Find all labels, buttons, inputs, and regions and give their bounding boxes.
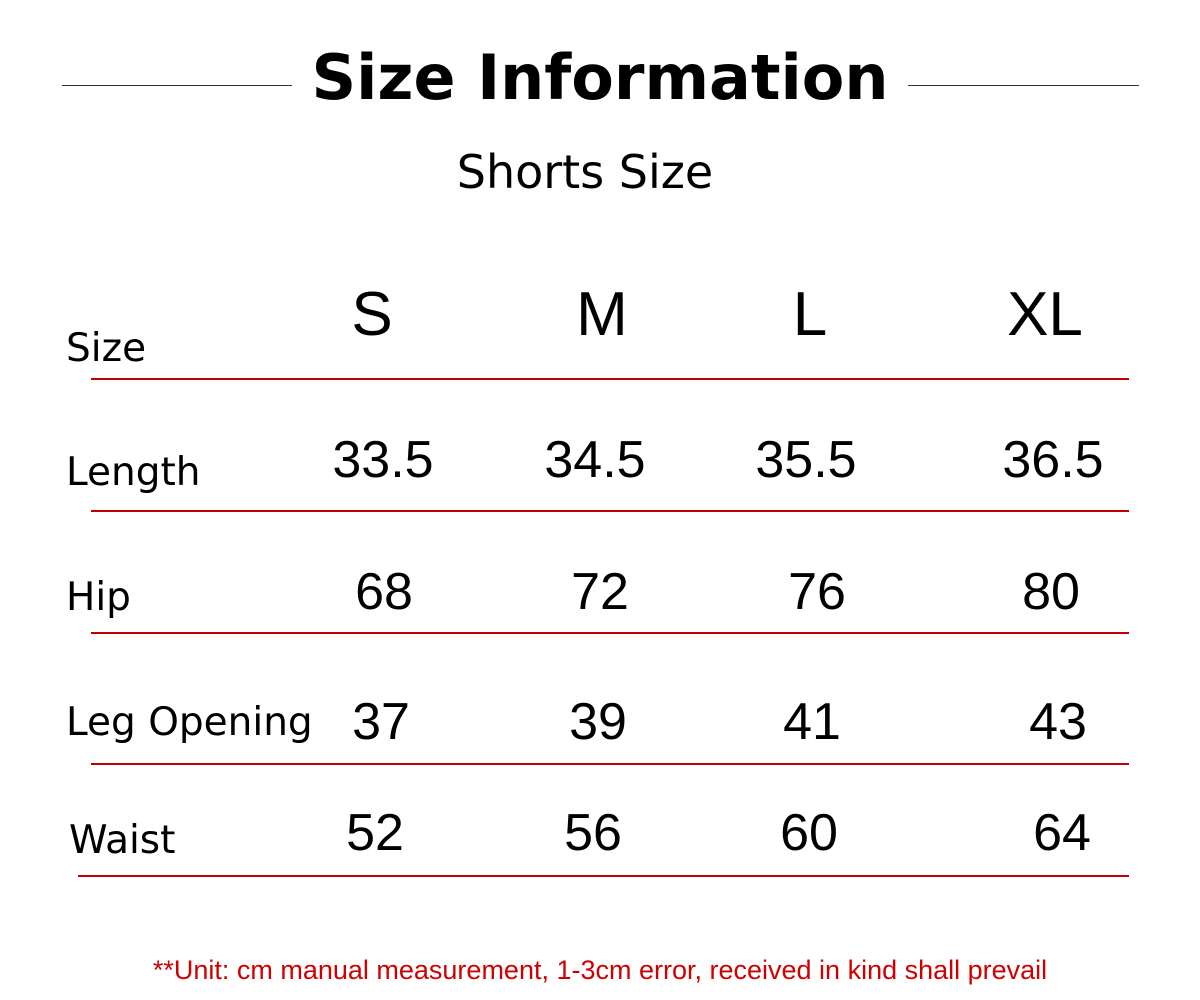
cell: 76 xyxy=(788,563,846,621)
cell: 36.5 xyxy=(1002,431,1104,489)
row-label: Length xyxy=(66,450,201,495)
cell: 72 xyxy=(571,563,629,621)
cell: 64 xyxy=(1033,804,1091,862)
title-divider-right xyxy=(908,85,1139,86)
cell: 60 xyxy=(780,804,838,862)
cell: 37 xyxy=(352,693,410,751)
row-label: Leg Opening xyxy=(66,700,313,745)
size-header-xl: XL xyxy=(1007,280,1083,349)
row-divider xyxy=(91,632,1129,634)
cell: 43 xyxy=(1029,693,1087,751)
cell: 35.5 xyxy=(755,431,857,489)
row-label: Waist xyxy=(69,818,176,863)
subtitle: Shorts Size xyxy=(456,145,714,199)
row-divider xyxy=(78,875,1129,877)
row-divider xyxy=(91,378,1129,380)
size-header-m: M xyxy=(576,280,628,349)
cell: 33.5 xyxy=(332,431,434,489)
size-header-l: L xyxy=(792,280,828,349)
measurement-note: **Unit: cm manual measurement, 1-3cm err… xyxy=(152,955,1048,985)
size-header-s: S xyxy=(351,280,393,349)
cell: 68 xyxy=(355,563,413,621)
cell: 56 xyxy=(564,804,622,862)
row-divider xyxy=(91,510,1129,512)
cell: 52 xyxy=(346,804,404,862)
page-title: Size Information xyxy=(311,41,889,114)
title-divider-left xyxy=(62,85,292,86)
cell: 34.5 xyxy=(544,431,646,489)
header-label: Size xyxy=(66,326,147,371)
cell: 39 xyxy=(569,693,627,751)
cell: 80 xyxy=(1022,563,1080,621)
row-divider xyxy=(91,763,1129,765)
row-label: Hip xyxy=(66,575,131,620)
cell: 41 xyxy=(783,693,841,751)
